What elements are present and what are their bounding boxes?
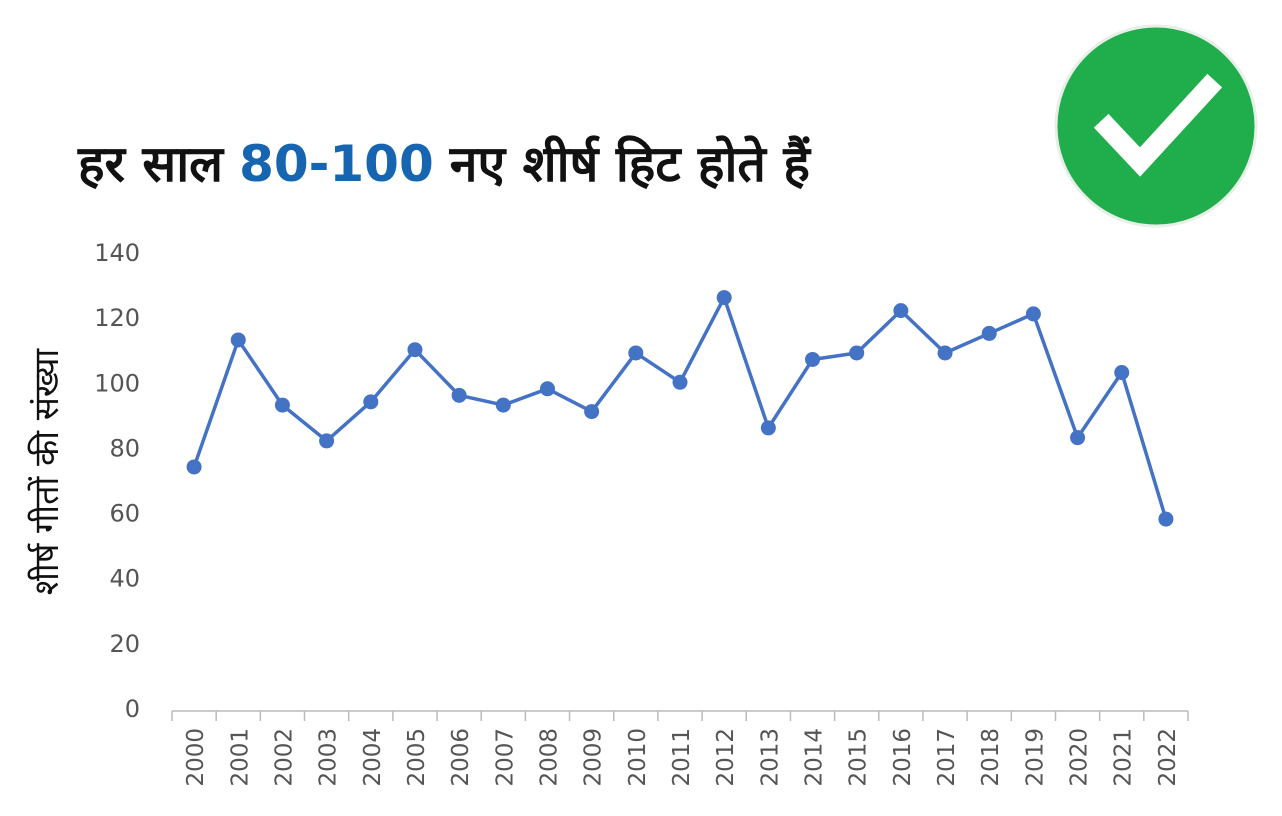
y-tick-label: 20 (109, 630, 140, 658)
y-tick-label: 100 (94, 369, 140, 397)
y-tick-label: 80 (109, 434, 140, 462)
x-tick-label: 2011 (669, 728, 695, 787)
x-tick-label: 2013 (757, 728, 783, 787)
x-tick-label: 2010 (625, 728, 651, 787)
x-tick-label: 2020 (1067, 728, 1093, 787)
point (981, 325, 997, 341)
x-tick-label: 2009 (581, 728, 607, 787)
x-tick-label: 2007 (492, 728, 518, 787)
point (451, 387, 467, 403)
point (319, 433, 335, 449)
x-tick-label: 2004 (360, 728, 386, 787)
x-tick-label: 2021 (1111, 728, 1137, 787)
x-tick-label: 2015 (846, 728, 872, 787)
x-tick-label: 2002 (271, 728, 297, 787)
point (584, 404, 600, 420)
x-tick-label: 2006 (448, 728, 474, 787)
point (849, 345, 865, 361)
x-tick-label: 2014 (802, 728, 828, 787)
point (407, 342, 423, 358)
x-tick-label: 2005 (404, 728, 430, 787)
point (1070, 430, 1086, 446)
x-tick-label: 2000 (183, 728, 209, 787)
y-tick-label: 140 (94, 239, 140, 267)
point (628, 345, 644, 361)
point (716, 290, 732, 306)
point (186, 459, 202, 475)
x-tick-label: 2012 (713, 728, 739, 787)
point (805, 351, 821, 367)
x-tick-label: 2003 (316, 728, 342, 787)
line (192, 295, 1168, 520)
point (937, 345, 953, 361)
point (1158, 511, 1174, 527)
x-tick-label: 2022 (1155, 728, 1181, 787)
x-tick-label: 2008 (536, 728, 562, 787)
x-tick-label: 2019 (1022, 728, 1048, 787)
y-tick-label: 0 (125, 695, 140, 723)
y-tick-label: 40 (109, 565, 140, 593)
point (1025, 306, 1041, 322)
x-tick-label: 2001 (227, 728, 253, 787)
point (495, 397, 511, 413)
chart-title: हर साल 80-100 नए शीर्ष हिट होते हैं (78, 128, 826, 196)
title-part: 80-100 (239, 135, 434, 193)
point (539, 381, 555, 397)
point (1114, 365, 1130, 381)
title-part: नए शीर्ष हिट होते हैं (449, 135, 810, 193)
point (760, 420, 776, 436)
y-axis-label: शीर्ष गीतों की संख्या (27, 348, 67, 596)
point (893, 303, 909, 319)
x-tick-label: 2017 (934, 728, 960, 787)
point (363, 394, 379, 410)
x-tick-label: 2016 (890, 728, 916, 787)
point (672, 374, 688, 390)
point (274, 397, 290, 413)
y-tick-label: 120 (94, 304, 140, 332)
title-part: हर साल (78, 135, 224, 193)
check-icon (1054, 24, 1258, 228)
x-tick-label: 2018 (978, 728, 1004, 787)
point (230, 332, 246, 348)
y-tick-label: 60 (109, 500, 140, 528)
